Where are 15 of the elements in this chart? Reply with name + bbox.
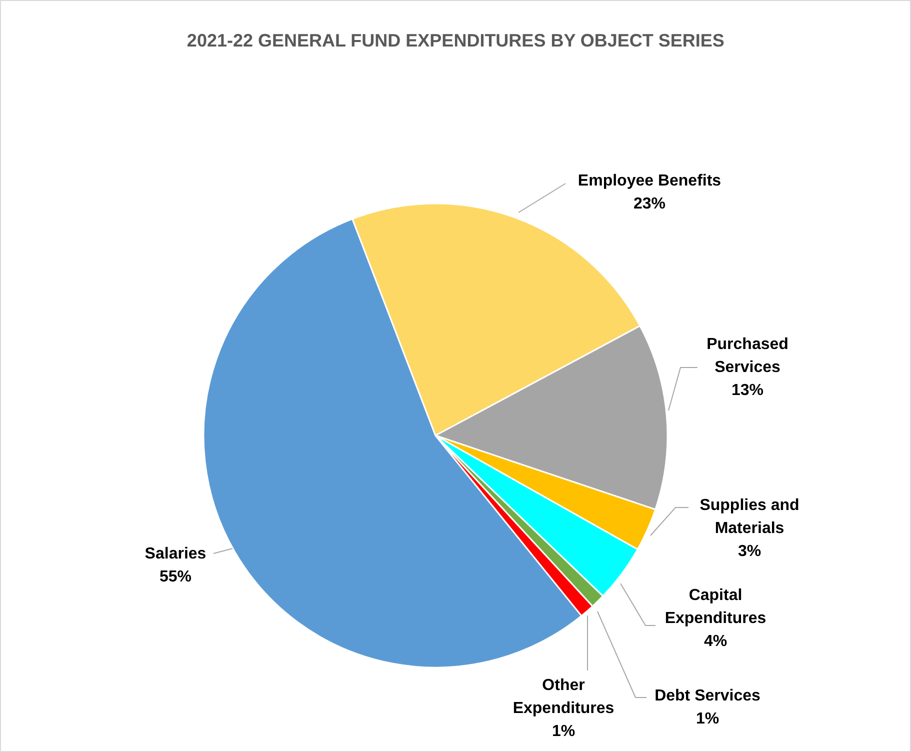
slice-label: Capital Expenditures — [664, 587, 766, 627]
slice-label: Other Expenditures — [512, 677, 614, 717]
data-label: 4% — [704, 633, 728, 650]
slice-label: Supplies and Materials — [700, 497, 800, 537]
slice-label: Employee Benefits — [578, 172, 722, 190]
data-label: 23% — [633, 196, 666, 212]
data-label: 1% — [552, 723, 576, 740]
slice-label: Salaries — [144, 546, 206, 562]
chart-title: 2021-22 GENERAL FUND EXPENDITURES BY OBJECT SERIES — [186, 30, 724, 50]
data-label: 3% — [738, 543, 762, 560]
data-label: 1% — [696, 710, 720, 728]
data-label: 55% — [159, 568, 192, 586]
slice-label: Purchased Services — [706, 336, 788, 376]
data-label: 13% — [731, 382, 764, 399]
slice-label: Debt Services — [654, 688, 761, 704]
